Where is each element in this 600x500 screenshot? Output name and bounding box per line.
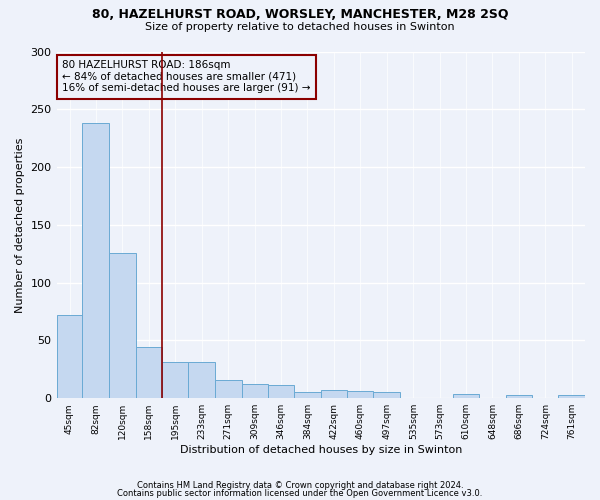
Bar bbox=[506, 394, 532, 398]
Text: Size of property relative to detached houses in Swinton: Size of property relative to detached ho… bbox=[145, 22, 455, 32]
Bar bbox=[136, 348, 161, 398]
Bar bbox=[215, 380, 242, 398]
Text: Contains public sector information licensed under the Open Government Licence v3: Contains public sector information licen… bbox=[118, 488, 482, 498]
Bar bbox=[559, 394, 585, 398]
X-axis label: Distribution of detached houses by size in Swinton: Distribution of detached houses by size … bbox=[179, 445, 462, 455]
Text: 80 HAZELHURST ROAD: 186sqm
← 84% of detached houses are smaller (471)
16% of sem: 80 HAZELHURST ROAD: 186sqm ← 84% of deta… bbox=[62, 60, 310, 94]
Bar bbox=[188, 362, 215, 398]
Bar bbox=[109, 252, 136, 398]
Bar bbox=[321, 390, 347, 398]
Y-axis label: Number of detached properties: Number of detached properties bbox=[15, 137, 25, 312]
Text: Contains HM Land Registry data © Crown copyright and database right 2024.: Contains HM Land Registry data © Crown c… bbox=[137, 481, 463, 490]
Bar bbox=[268, 386, 294, 398]
Bar bbox=[373, 392, 400, 398]
Bar bbox=[56, 315, 82, 398]
Bar bbox=[452, 394, 479, 398]
Text: 80, HAZELHURST ROAD, WORSLEY, MANCHESTER, M28 2SQ: 80, HAZELHURST ROAD, WORSLEY, MANCHESTER… bbox=[92, 8, 508, 20]
Bar bbox=[347, 392, 373, 398]
Bar bbox=[82, 123, 109, 398]
Bar bbox=[161, 362, 188, 398]
Bar bbox=[294, 392, 321, 398]
Bar bbox=[242, 384, 268, 398]
